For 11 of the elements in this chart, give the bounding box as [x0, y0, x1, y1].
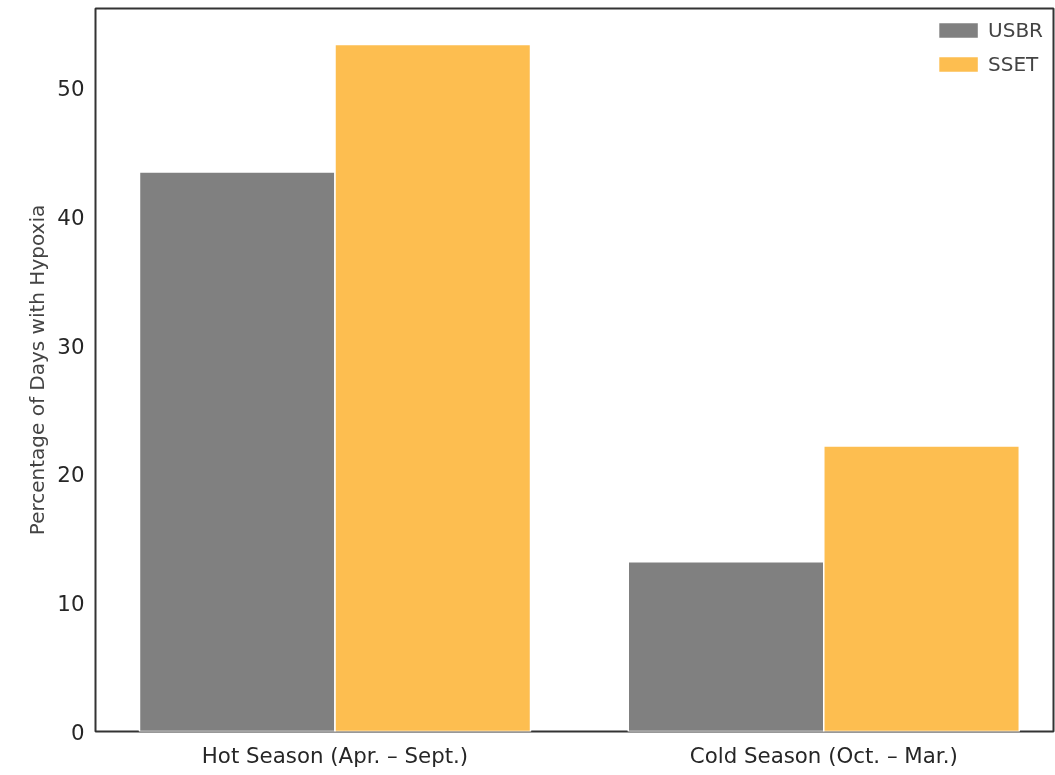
y-tick-label: 10 — [57, 590, 85, 616]
y-tick-label: 0 — [70, 719, 85, 745]
legend-label: USBR — [988, 18, 1043, 42]
x-tick-label: Hot Season (Apr. – Sept.) — [201, 742, 469, 768]
y-tick-label: 40 — [57, 204, 85, 230]
y-tick-label: 20 — [57, 462, 85, 488]
y-tick-label: 50 — [57, 76, 85, 102]
y-axis-title: Percentage of Days with Hypoxia — [25, 204, 50, 536]
x-tick-label: Cold Season (Oct. – Mar.) — [689, 742, 958, 768]
legend-label: SSET — [988, 52, 1039, 76]
y-tick-label: 30 — [57, 333, 85, 359]
